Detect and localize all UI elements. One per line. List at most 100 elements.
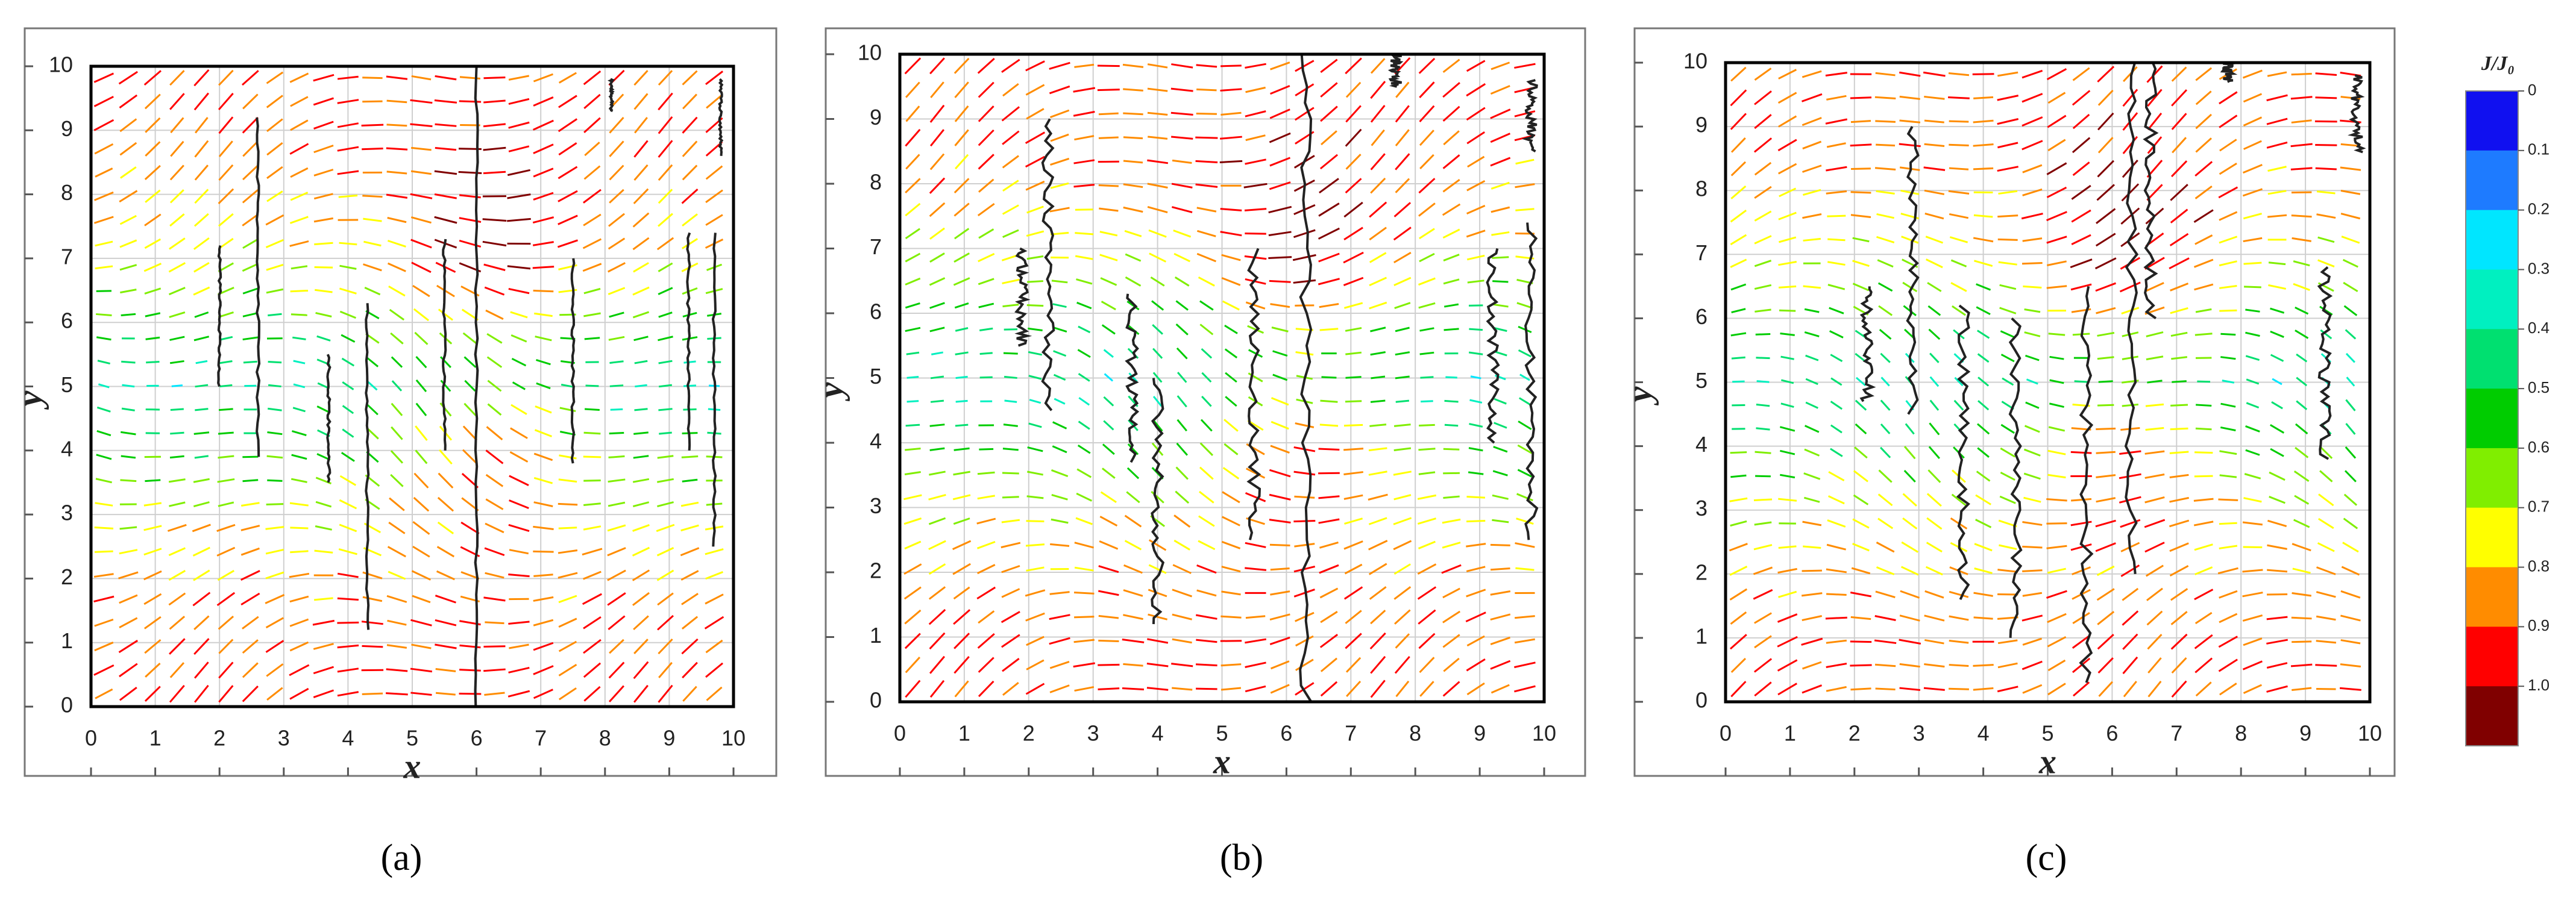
field-arrow — [2315, 665, 2337, 666]
field-arrow — [2147, 611, 2163, 625]
y-tick-label: 0 — [870, 688, 882, 713]
field-arrow — [2293, 569, 2311, 573]
field-arrow — [2267, 686, 2288, 692]
field-arrow — [338, 645, 359, 647]
field-arrow — [170, 70, 184, 85]
field-arrow — [169, 239, 185, 249]
field-arrow — [1049, 615, 1070, 619]
field-arrow — [1003, 181, 1019, 191]
field-arrow — [1804, 498, 1820, 502]
field-arrow — [1997, 96, 2018, 100]
crack — [1958, 305, 1969, 599]
field-arrow — [953, 518, 970, 523]
field-arrow — [1054, 351, 1066, 356]
field-arrow — [145, 239, 160, 248]
field-arrow — [2218, 499, 2238, 500]
field-arrow — [1100, 232, 1117, 236]
field-arrow — [1881, 424, 1890, 434]
field-arrow — [1949, 73, 1969, 75]
field-arrow — [483, 598, 505, 601]
field-arrow — [1075, 567, 1093, 570]
field-arrow — [1174, 515, 1190, 527]
field-arrow — [95, 266, 113, 269]
field-arrow — [2269, 496, 2285, 503]
field-arrow — [508, 575, 529, 577]
field-arrow — [1949, 121, 1969, 122]
field-arrow — [1876, 689, 1896, 690]
field-arrow — [978, 204, 994, 216]
field-arrow — [390, 310, 404, 320]
field-arrow — [511, 335, 527, 342]
field-arrow — [362, 196, 382, 197]
field-arrow — [1973, 145, 1994, 146]
x-axis-label: x — [403, 746, 421, 786]
field-arrow — [1730, 475, 1746, 477]
field-arrow — [931, 681, 944, 697]
field-arrow — [1827, 520, 1846, 527]
field-arrow — [1515, 639, 1535, 643]
field-arrow — [533, 97, 553, 105]
field-arrow — [1826, 617, 1847, 619]
field-arrow — [2219, 237, 2237, 243]
field-arrow — [243, 480, 259, 481]
field-arrow — [1515, 616, 1535, 618]
field-arrow — [1468, 472, 1483, 474]
field-arrow — [905, 587, 921, 599]
field-arrow — [1928, 306, 1940, 315]
field-arrow — [1802, 639, 1823, 645]
field-arrow — [1997, 119, 2018, 123]
field-arrow — [533, 74, 553, 81]
colorbar-tick-label: 0.2 — [2528, 200, 2549, 218]
field-arrow — [1029, 423, 1042, 427]
field-arrow — [95, 527, 113, 528]
field-arrow — [1371, 610, 1385, 623]
field-arrow — [658, 238, 673, 249]
x-tick-label: 1 — [1784, 721, 1796, 746]
field-arrow — [413, 522, 429, 534]
field-arrow — [293, 408, 305, 411]
field-arrow — [2346, 423, 2355, 434]
field-arrow — [2049, 404, 2064, 407]
field-arrow — [2047, 116, 2066, 127]
field-arrow — [314, 218, 333, 221]
field-arrow — [2340, 688, 2361, 690]
field-arrow — [2319, 494, 2334, 505]
field-arrow — [1755, 261, 1771, 266]
field-arrow — [266, 215, 283, 225]
field-arrow — [1853, 519, 1869, 528]
field-arrow — [2147, 589, 2163, 601]
x-tick-label: 9 — [1474, 721, 1486, 746]
colorbar-band — [2466, 508, 2518, 567]
field-arrow — [218, 456, 234, 458]
field-arrow — [435, 124, 457, 126]
field-arrow — [978, 611, 994, 623]
field-arrow — [1345, 587, 1363, 599]
field-arrow — [1900, 591, 1920, 598]
field-arrow — [1444, 60, 1460, 72]
field-arrow — [1998, 239, 2018, 240]
field-arrow — [1371, 81, 1385, 98]
field-arrow — [2171, 589, 2188, 600]
field-arrow — [1466, 567, 1485, 572]
field-arrow — [2075, 381, 2088, 382]
field-arrow — [266, 664, 283, 676]
field-arrow — [1075, 256, 1093, 259]
field-arrow — [1828, 285, 1845, 290]
colorbar-tick-label: 0 — [2528, 81, 2536, 99]
field-arrow — [558, 167, 577, 178]
field-arrow — [290, 596, 309, 601]
field-arrow — [2219, 286, 2237, 289]
field-arrow — [1225, 373, 1237, 382]
field-arrow — [2099, 137, 2113, 152]
field-arrow — [2246, 380, 2259, 384]
field-arrow — [145, 640, 160, 653]
field-arrow — [1420, 657, 1434, 672]
field-arrow — [1900, 120, 1920, 122]
field-arrow — [2024, 473, 2040, 479]
field-arrow — [2170, 452, 2188, 453]
field-arrow — [1098, 640, 1119, 641]
field-arrow — [392, 357, 402, 367]
field-arrow — [609, 141, 623, 156]
colorbar-band — [2466, 91, 2518, 151]
field-arrow — [1899, 640, 1921, 644]
